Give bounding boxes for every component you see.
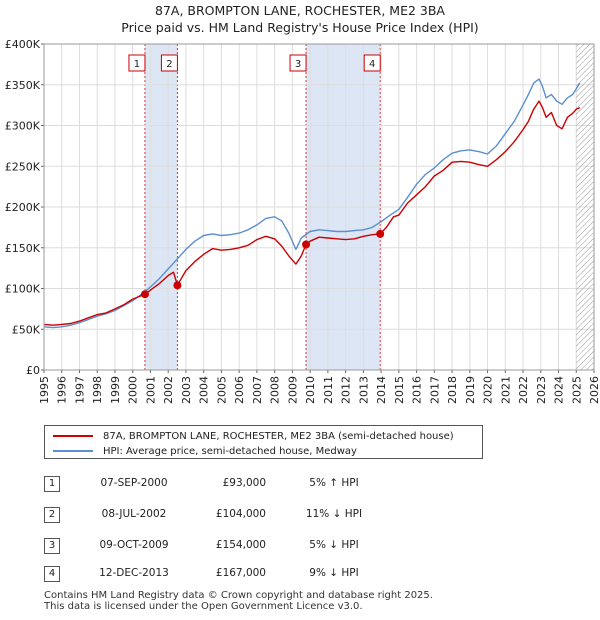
legend-property-label: 87A, BROMPTON LANE, ROCHESTER, ME2 3BA (…: [103, 430, 454, 442]
transaction-number-badge: 2: [44, 507, 60, 523]
x-tick-label: 2019: [464, 376, 477, 404]
x-tick-label: 2016: [411, 376, 424, 404]
x-tick-label: 2007: [251, 376, 264, 404]
x-tick-label: 2005: [215, 376, 228, 404]
y-tick-label: £200K: [5, 201, 41, 214]
property-price-line: [43, 100, 581, 326]
sale-number-label: 4: [369, 59, 375, 70]
sale-number-box: [128, 54, 146, 72]
transaction-price: £154,000: [215, 539, 266, 551]
sale-number-box: [289, 54, 307, 72]
y-tick-label: £150K: [5, 242, 41, 255]
x-tick-label: 1998: [91, 376, 104, 404]
transaction-number-badge: 3: [44, 538, 60, 554]
legend-item-hpi: HPI: Average price, semi-detached house,…: [53, 444, 357, 458]
y-tick-label: £400K: [5, 38, 41, 51]
x-tick-label: 2011: [322, 376, 335, 404]
transaction-date: 12-DEC-2013: [99, 567, 169, 579]
transaction-price: £93,000: [222, 477, 266, 489]
legend-hpi-label: HPI: Average price, semi-detached house,…: [103, 445, 357, 457]
transaction-hpi-diff: 5% ↓ HPI: [309, 539, 359, 551]
x-tick-label: 2026: [588, 376, 600, 404]
x-tick-label: 2004: [198, 376, 211, 404]
sale-number-box: [363, 54, 381, 72]
transaction-number-badge: 4: [44, 566, 60, 582]
transaction-hpi-diff: 9% ↓ HPI: [309, 567, 359, 579]
x-tick-label: 2003: [180, 376, 193, 404]
transaction-number-badge: 1: [44, 476, 60, 492]
transaction-price: £167,000: [215, 567, 266, 579]
chart-title: 87A, BROMPTON LANE, ROCHESTER, ME2 3BA P…: [0, 2, 600, 36]
x-tick-label: 2023: [535, 376, 548, 404]
price-chart: 1 2 3 4 £0 £50K £100K £150K £200K £250K £300K £350…: [5, 38, 600, 404]
chart-title-line1: 87A, BROMPTON LANE, ROCHESTER, ME2 3BA: [155, 3, 445, 18]
y-tick-label: £0: [26, 364, 40, 377]
transaction-hpi-diff: 11% ↓ HPI: [305, 508, 363, 520]
legend: 87A, BROMPTON LANE, ROCHESTER, ME2 3BA (…: [44, 425, 483, 459]
sale-number-label: 2: [166, 59, 172, 70]
x-tick-label: 2024: [553, 376, 566, 404]
chart-title-line2: Price paid vs. HM Land Registry's House …: [121, 20, 479, 35]
y-tick-label: £350K: [5, 79, 41, 92]
x-tick-label: 2018: [446, 376, 459, 404]
x-tick-label: 2014: [375, 376, 388, 404]
x-tick-label: 2010: [304, 376, 317, 404]
y-tick-label: £250K: [5, 160, 41, 173]
transaction-date: 08-JUL-2002: [101, 508, 167, 520]
x-tick-label: 2013: [357, 376, 370, 404]
legend-property-swatch: [53, 435, 93, 437]
x-tick-label: 2017: [428, 376, 441, 404]
sale-number-label: 3: [295, 59, 301, 70]
x-tick-label: 2009: [286, 376, 299, 404]
transaction-date: 09-OCT-2009: [99, 539, 169, 551]
y-tick-label: £50K: [12, 323, 41, 336]
x-tick-label: 2015: [393, 376, 406, 404]
footer-copyright: Contains HM Land Registry data © Crown c…: [44, 590, 433, 601]
transaction-hpi-diff: 5% ↑ HPI: [309, 477, 359, 489]
sale-point: [302, 240, 311, 249]
legend-item-property: 87A, BROMPTON LANE, ROCHESTER, ME2 3BA (…: [53, 429, 454, 443]
x-tick-label: 2012: [340, 376, 353, 404]
footer: Contains HM Land Registry data © Crown c…: [44, 590, 433, 612]
footer-licence: This data is licensed under the Open Gov…: [44, 601, 363, 612]
sale-number-label: 1: [134, 59, 140, 70]
x-tick-label: 1996: [56, 376, 69, 404]
y-tick-label: £100K: [5, 283, 41, 296]
x-tick-label: 2021: [499, 376, 512, 404]
forecast-hatch: [576, 44, 594, 370]
x-tick-label: 1995: [38, 376, 51, 404]
sale-number-box: [160, 54, 178, 72]
x-tick-label: 2008: [269, 376, 282, 404]
x-tick-label: 2006: [233, 376, 246, 404]
y-tick-label: £300K: [5, 120, 41, 133]
sale-point: [140, 290, 149, 299]
x-tick-label: 2000: [127, 376, 140, 404]
x-tick-label: 2001: [144, 376, 157, 404]
transaction-price: £104,000: [215, 508, 266, 520]
sale-point: [376, 229, 385, 238]
legend-hpi-swatch: [53, 450, 93, 452]
x-tick-label: 2022: [517, 376, 530, 404]
sale-point: [173, 281, 182, 290]
x-tick-label: 2020: [482, 376, 495, 404]
transaction-date: 07-SEP-2000: [100, 477, 168, 489]
x-tick-label: 2025: [570, 376, 583, 404]
x-tick-label: 1997: [73, 376, 86, 404]
plot-border: [43, 43, 595, 371]
x-tick-label: 2002: [162, 376, 175, 404]
x-tick-label: 1999: [109, 376, 122, 404]
